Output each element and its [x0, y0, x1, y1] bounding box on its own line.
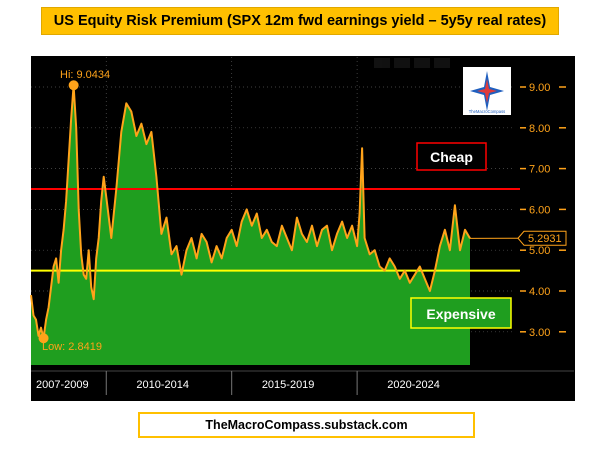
y-tick-label: 3.00	[529, 327, 550, 339]
y-axis: 3.00 4.00 5.00 6.00 7.00 8.00 9.00 5.2931	[469, 82, 567, 339]
expensive-text: Expensive	[426, 306, 495, 322]
y-tick-label: 5.00	[529, 245, 550, 257]
compass-icon	[470, 71, 504, 111]
erp-series-line	[30, 84, 471, 340]
x-period-label: 2020-2024	[387, 379, 440, 391]
threshold-lines	[31, 188, 520, 272]
y-tick-label: 8.00	[529, 123, 550, 135]
footer-url: TheMacroCompass.substack.com	[138, 412, 475, 438]
x-axis: 2007-2009 2010-2014 2015-2019 2020-2024	[31, 370, 574, 395]
y-tick-label: 6.00	[529, 204, 550, 216]
area-fill	[31, 85, 470, 366]
x-period-label: 2010-2014	[136, 379, 189, 391]
last-value-marker	[517, 230, 567, 246]
chart-toolbar[interactable]	[374, 58, 450, 68]
low-marker	[38, 333, 49, 344]
cheap-label: Cheap	[416, 142, 487, 171]
x-period-label: 2007-2009	[36, 379, 89, 391]
cheap-text: Cheap	[430, 149, 473, 165]
last-value-label: 5.2931	[528, 233, 562, 245]
high-marker	[68, 80, 79, 91]
low-label: Low: 2.8419	[42, 341, 102, 353]
chart-title: US Equity Risk Premium (SPX 12m fwd earn…	[41, 7, 559, 35]
high-label: Hi: 9.0434	[60, 69, 110, 81]
y-tick-label: 4.00	[529, 286, 550, 298]
annotations: Hi: 9.0434 Low: 2.8419	[38, 69, 110, 353]
y-tick-label: 9.00	[529, 82, 550, 94]
x-period-label: 2015-2019	[262, 379, 315, 391]
logo-text: TheMacroCompass	[469, 109, 506, 114]
area-path	[31, 85, 470, 366]
expensive-label: Expensive	[410, 297, 512, 329]
y-tick-label: 7.00	[529, 164, 550, 176]
series-line	[30, 84, 471, 340]
macro-compass-logo: TheMacroCompass	[463, 67, 511, 115]
